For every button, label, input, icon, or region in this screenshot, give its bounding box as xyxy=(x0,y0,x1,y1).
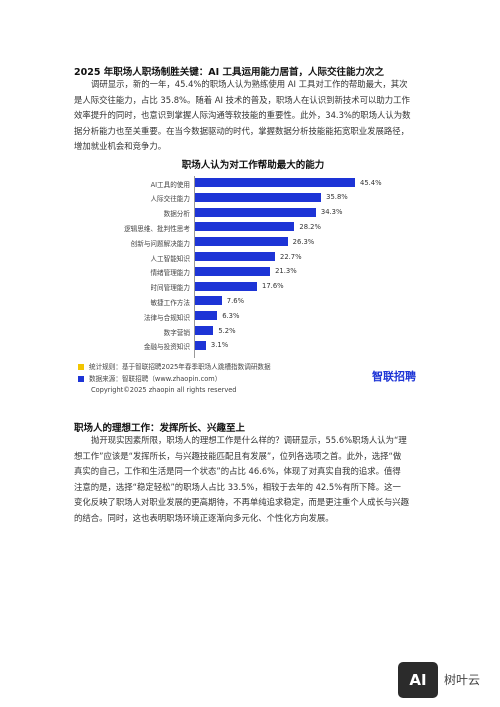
value-label: 3.1% xyxy=(210,341,229,350)
value-label: 7.6% xyxy=(226,296,245,305)
chart-axis-line xyxy=(194,176,195,358)
paragraph-line: 效率提升的同时，也意识到掌握人际沟通等软技能的重要性。此外，34.3%的职场人认… xyxy=(74,110,411,121)
value-label: 17.6% xyxy=(262,282,284,291)
bar xyxy=(195,296,222,306)
bar xyxy=(195,311,218,321)
watermark: AI 树叶云 xyxy=(398,660,500,700)
bar xyxy=(195,192,322,202)
value-label: 35.8% xyxy=(326,193,348,202)
bar xyxy=(195,222,295,232)
bar xyxy=(195,178,355,187)
paragraph-line: 变化反映了职场人对职业发展的更高期待，不再单纯追求稳定，而是更注重个人成长与兴趣 xyxy=(74,497,409,508)
footnote-source-swatch xyxy=(78,376,84,382)
bar xyxy=(195,266,271,276)
ai-badge-icon: AI xyxy=(398,662,438,698)
bar xyxy=(195,252,275,261)
paragraph-line: 据分析能力也至关重要。在当今数据驱动的时代，掌握数据分析技能能拓宽职业发展路径， xyxy=(74,125,409,136)
value-label: 22.7% xyxy=(280,252,302,261)
category-label: 时间管理能力 xyxy=(150,284,190,293)
zhaopin-logo: 智联招聘 xyxy=(372,370,416,383)
footnote-rule-text: 统计规则：基于智联招聘2025年春季职场人跳槽指数调研数据 xyxy=(89,363,271,371)
paragraph-line: 注意的是，选择“稳定轻松”的职场人占比 33.5%，相较于去年的 42.5%有所… xyxy=(74,481,401,492)
category-label: 敏捷工作方法 xyxy=(150,298,190,307)
value-label: 34.3% xyxy=(320,208,343,217)
section2-heading: 职场人的理想工作：发挥所长、兴趣至上 xyxy=(74,423,246,434)
paragraph-line: 真实的自己，工作和生活是同一个状态”的占比 46.6%，体现了对真实自我的追求。… xyxy=(74,466,401,477)
bar xyxy=(195,281,258,291)
paragraph-line: 抛开现实因素所限，职场人的理想工作是什么样的？调研显示，55.6%职场人认为“理 xyxy=(91,435,407,445)
category-label: AI工具的使用 xyxy=(150,180,190,189)
bar xyxy=(195,207,316,217)
value-label: 6.3% xyxy=(222,311,240,320)
bar xyxy=(195,326,214,335)
paragraph-line: 想工作”应该是“发挥所长，与兴趣技能匹配且有发展”，位列各选项之首。此外，选择“… xyxy=(74,450,402,461)
footnote-rule: 统计规则：基于智联招聘2025年春季职场人跳槽指数调研数据 xyxy=(78,361,271,371)
category-label: 人工智能知识 xyxy=(150,254,190,263)
paragraph-line: 调研显示，新的一年，45.4%的职场人认为熟练使用 AI 工具对工作的帮助最大，… xyxy=(91,79,408,89)
paragraph-line: 增加就业机会和竞争力。 xyxy=(74,141,167,152)
watermark-text: 树叶云 xyxy=(444,673,481,687)
paragraph-line: 的结合。同时，这也表明职场环境正逐渐向多元化、个性化方向发展。 xyxy=(74,512,334,523)
category-label: 逻辑思维、批判性思考 xyxy=(124,224,190,233)
copyright-text: Copyright©2025 zhaopin all rights reserv… xyxy=(91,386,237,394)
paragraph-line: 是人际交往能力，占比 35.8%。随着 AI 技术的普及，职场人在认识到新技术可… xyxy=(74,94,410,105)
category-label: 情绪管理能力 xyxy=(150,269,190,278)
value-label: 21.3% xyxy=(275,267,297,276)
category-label: 数字营销 xyxy=(163,328,190,337)
section2-paragraph: 抛开现实因素所限，职场人的理想工作是什么样的？调研显示，55.6%职场人认为“理… xyxy=(74,433,432,527)
value-label: 26.3% xyxy=(292,237,315,246)
footnote-rule-swatch xyxy=(78,364,84,370)
footnote-source: 数据来源：智联招聘（www.zhaopin.com） xyxy=(78,373,221,383)
section1-paragraph: 调研显示，新的一年，45.4%的职场人认为熟练使用 AI 工具对工作的帮助最大，… xyxy=(74,77,432,155)
value-label: 28.2% xyxy=(299,222,321,231)
bar xyxy=(195,340,206,350)
chart-title: 职场人认为对工作帮助最大的能力 xyxy=(181,160,325,171)
section1-heading: 2025 年职场人职场制胜关键：AI 工具运用能力居首，人际交往能力次之 xyxy=(74,67,384,78)
bar xyxy=(195,237,288,247)
category-label: 创新与问题解决能力 xyxy=(130,239,190,248)
value-label: 5.2% xyxy=(218,326,236,335)
value-label: 45.4% xyxy=(360,178,382,187)
footnote-source-text: 数据来源：智联招聘（www.zhaopin.com） xyxy=(89,375,222,383)
category-label: 数据分析 xyxy=(163,210,190,219)
category-label: 法律与合规知识 xyxy=(143,313,190,322)
category-label: 人际交往能力 xyxy=(150,195,190,204)
category-label: 金融与投资知识 xyxy=(143,343,190,352)
